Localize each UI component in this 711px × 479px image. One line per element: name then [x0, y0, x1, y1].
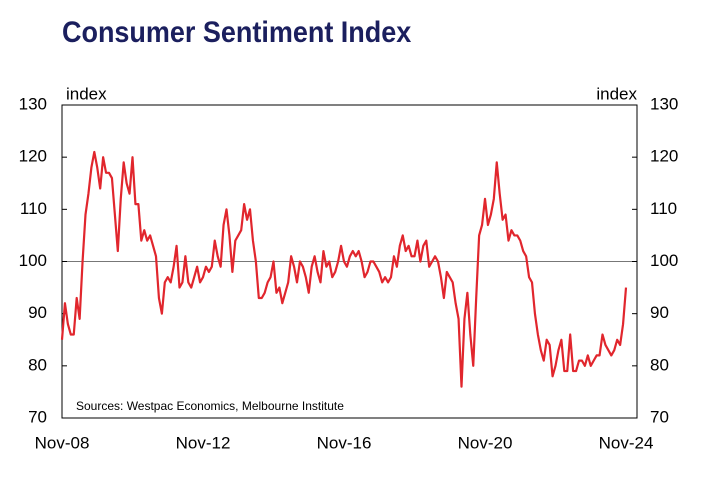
y-axis-label: index: [66, 84, 107, 103]
y-tick-label: 120: [19, 147, 47, 166]
x-tick-label: Nov-16: [317, 433, 372, 452]
source-note: Sources: Westpac Economics, Melbourne In…: [76, 399, 344, 413]
y-tick-label: 70: [28, 407, 47, 426]
y2-tick-label: 70: [650, 407, 669, 426]
y-tick-label: 100: [19, 251, 47, 270]
y2-tick-label: 90: [650, 303, 669, 322]
y2-axis-label: index: [596, 84, 637, 103]
y2-tick-label: 80: [650, 355, 669, 374]
y2-tick-label: 100: [650, 251, 678, 270]
y2-tick-label: 110: [650, 199, 677, 218]
x-tick-label: Nov-08: [35, 433, 90, 452]
x-tick-label: Nov-12: [176, 433, 231, 452]
chart-title: Consumer Sentiment Index: [62, 16, 411, 50]
x-tick-label: Nov-20: [458, 433, 513, 452]
y-tick-label: 90: [28, 303, 47, 322]
y-tick-label: 130: [19, 94, 47, 113]
y2-tick-label: 130: [650, 94, 678, 113]
y-tick-label: 110: [20, 199, 47, 218]
y2-tick-label: 120: [650, 147, 678, 166]
y-tick-label: 80: [28, 355, 47, 374]
series-line: [60, 150, 628, 388]
x-tick-label: Nov-24: [599, 433, 654, 452]
